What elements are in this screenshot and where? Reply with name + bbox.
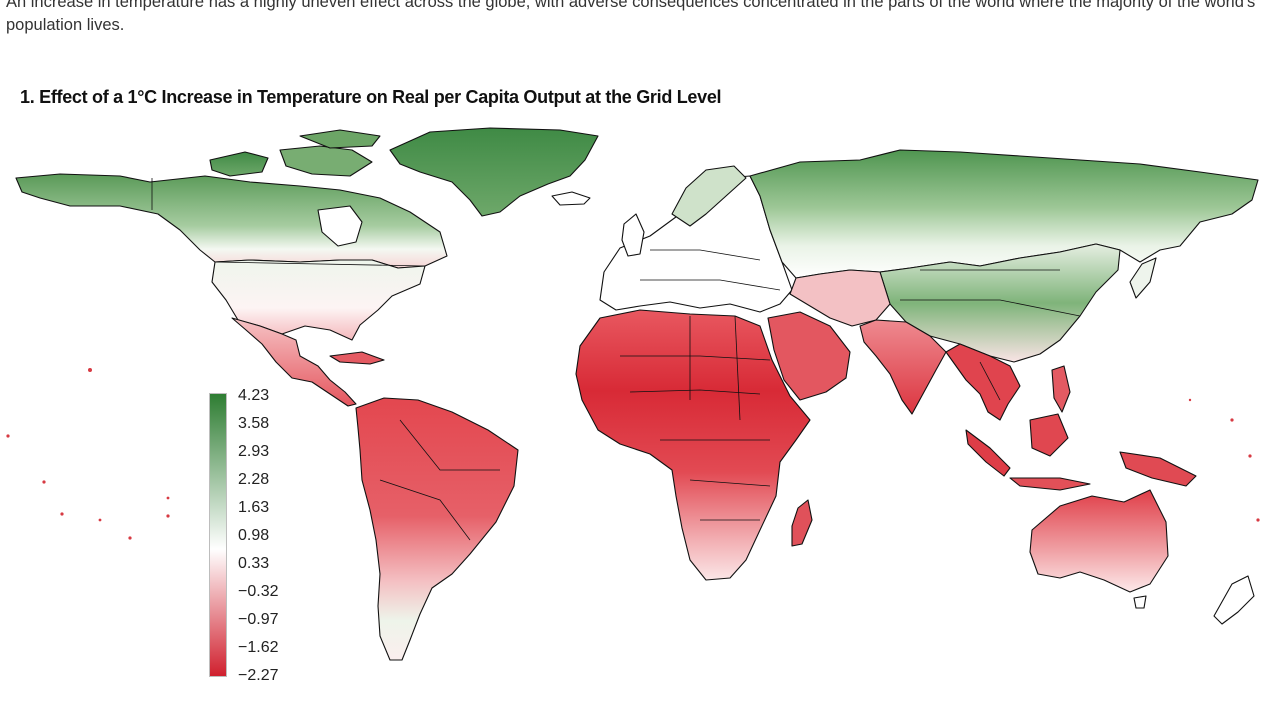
region-arctic-islands-3 bbox=[299, 129, 381, 149]
region-japan bbox=[1129, 257, 1157, 299]
region-africa bbox=[575, 309, 811, 581]
legend-label: 0.33 bbox=[238, 555, 270, 572]
region-australia bbox=[1029, 489, 1169, 593]
region-india bbox=[859, 319, 947, 415]
hudson-bay bbox=[317, 205, 363, 247]
region-madagascar bbox=[791, 499, 813, 547]
legend-label: −0.97 bbox=[238, 611, 279, 628]
legend-color-bar bbox=[209, 393, 227, 677]
region-southeast-asia bbox=[945, 343, 1021, 421]
legend-label: 2.93 bbox=[238, 443, 270, 460]
region-cuba bbox=[329, 351, 385, 365]
legend-label: 1.63 bbox=[238, 499, 270, 516]
legend-label: 3.58 bbox=[238, 415, 270, 432]
legend-label: 4.23 bbox=[238, 387, 270, 404]
pacific-islands bbox=[6, 368, 1260, 540]
region-north-asia bbox=[749, 149, 1259, 279]
region-arctic-islands-2 bbox=[279, 145, 373, 177]
region-new-guinea bbox=[1119, 451, 1197, 487]
legend-label: −1.62 bbox=[238, 639, 279, 656]
legend-label: 2.28 bbox=[238, 471, 270, 488]
region-tasmania bbox=[1133, 595, 1147, 609]
region-iceland bbox=[551, 191, 591, 206]
region-north-america-north bbox=[15, 173, 448, 269]
region-arabia bbox=[767, 311, 851, 401]
region-new-zealand bbox=[1213, 575, 1255, 625]
region-scandinavia bbox=[671, 165, 747, 227]
legend-label: −2.27 bbox=[238, 667, 279, 684]
country-borders bbox=[151, 178, 1081, 541]
region-java bbox=[1009, 477, 1091, 491]
legend-label: 0.98 bbox=[238, 527, 270, 544]
region-sumatra bbox=[965, 429, 1011, 477]
chart-title: 1. Effect of a 1°C Increase in Temperatu… bbox=[20, 87, 722, 107]
region-south-america bbox=[355, 397, 519, 661]
region-arctic-islands bbox=[209, 151, 269, 177]
legend-label: −0.32 bbox=[238, 583, 279, 600]
region-mexico bbox=[231, 317, 357, 407]
intro-text: An increase in temperature has a highly … bbox=[6, 0, 1256, 34]
region-borneo bbox=[1029, 413, 1069, 457]
region-greenland bbox=[389, 127, 599, 217]
region-philippines bbox=[1051, 365, 1071, 413]
region-china bbox=[879, 243, 1121, 363]
region-uk bbox=[621, 213, 645, 257]
